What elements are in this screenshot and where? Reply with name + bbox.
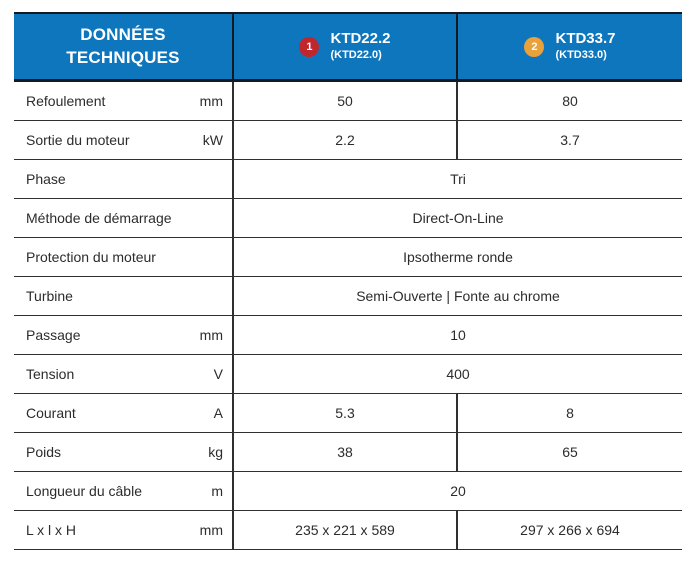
row-label-cell: Méthode de démarrage: [14, 199, 232, 237]
row-value-ktd22: 5.3: [232, 394, 456, 432]
row-unit: kg: [208, 444, 223, 460]
column-header-ktd22: 1 KTD22.2 (KTD22.0): [232, 14, 456, 79]
row-value-shared: Direct-On-Line: [232, 199, 682, 237]
row-label-cell: Longueur du câble m: [14, 472, 232, 510]
table-row-methode-demarrage: Méthode de démarrage Direct-On-Line: [14, 199, 682, 238]
row-label-cell: Turbine: [14, 277, 232, 315]
row-unit: mm: [199, 522, 223, 538]
table-header: DONNÉES TECHNIQUES 1 KTD22.2 (KTD22.0) 2…: [14, 12, 682, 82]
row-value-ktd22: 235 x 221 x 589: [232, 511, 456, 549]
row-value-shared: 400: [232, 355, 682, 393]
table-row-refoulement: Refoulement mm 50 80: [14, 82, 682, 121]
row-label: Refoulement: [26, 93, 106, 109]
badge-2-icon: 2: [524, 36, 545, 57]
row-label-cell: Courant A: [14, 394, 232, 432]
row-label-cell: Phase: [14, 160, 232, 198]
row-value-ktd33: 65: [456, 433, 682, 471]
row-value-shared: 20: [232, 472, 682, 510]
row-label: Phase: [26, 171, 66, 187]
row-label-cell: Refoulement mm: [14, 82, 232, 120]
row-label: Poids: [26, 444, 62, 460]
badge-1-icon: 1: [299, 36, 320, 57]
row-value-ktd22: 2.2: [232, 121, 456, 159]
row-value-shared: Ipsotherme ronde: [232, 238, 682, 276]
row-unit: V: [213, 366, 223, 382]
row-value-shared: 10: [232, 316, 682, 354]
row-label: Longueur du câble: [26, 483, 142, 499]
product-1-alt-name: (KTD22.0): [330, 49, 382, 62]
row-unit: A: [213, 405, 223, 421]
table-row-turbine: Turbine Semi-Ouverte | Fonte au chrome: [14, 277, 682, 316]
table-row-phase: Phase Tri: [14, 160, 682, 199]
table-title-line1: DONNÉES: [80, 25, 166, 45]
row-label-cell: L x l x H mm: [14, 511, 232, 549]
row-label: Courant: [26, 405, 76, 421]
product-1-name-block: KTD22.2 (KTD22.0): [330, 30, 390, 62]
row-label: Protection du moteur: [26, 249, 156, 265]
product-2-alt-name: (KTD33.0): [555, 49, 607, 62]
row-value-ktd33: 80: [456, 82, 682, 120]
row-label: Sortie du moteur: [26, 132, 130, 148]
row-label-cell: Passage mm: [14, 316, 232, 354]
table-row-tension: Tension V 400: [14, 355, 682, 394]
row-value-ktd22: 38: [232, 433, 456, 471]
row-unit: mm: [199, 327, 223, 343]
row-value-shared: Tri: [232, 160, 682, 198]
table-row-poids: Poids kg 38 65: [14, 433, 682, 472]
column-header-ktd33: 2 KTD33.7 (KTD33.0): [456, 14, 682, 79]
table-row-longueur-cable: Longueur du câble m 20: [14, 472, 682, 511]
row-unit: kW: [202, 132, 223, 148]
row-value-ktd33: 3.7: [456, 121, 682, 159]
table-row-dimensions: L x l x H mm 235 x 221 x 589 297 x 266 x…: [14, 511, 682, 550]
row-label: Passage: [26, 327, 81, 343]
table-row-protection-moteur: Protection du moteur Ipsotherme ronde: [14, 238, 682, 277]
row-label: Méthode de démarrage: [26, 210, 172, 226]
row-label-cell: Poids kg: [14, 433, 232, 471]
table-row-passage: Passage mm 10: [14, 316, 682, 355]
product-2-name: KTD33.7: [555, 30, 616, 48]
row-value-ktd33: 8: [456, 394, 682, 432]
row-label: Tension: [26, 366, 75, 382]
row-value-shared: Semi-Ouverte | Fonte au chrome: [232, 277, 682, 315]
row-label: L x l x H: [26, 522, 77, 538]
technical-data-table: DONNÉES TECHNIQUES 1 KTD22.2 (KTD22.0) 2…: [14, 12, 682, 550]
table-row-courant: Courant A 5.3 8: [14, 394, 682, 433]
row-label-cell: Sortie du moteur kW: [14, 121, 232, 159]
table-title: DONNÉES TECHNIQUES: [14, 14, 232, 79]
row-value-ktd22: 50: [232, 82, 456, 120]
row-label-cell: Tension V: [14, 355, 232, 393]
table-title-line2: TECHNIQUES: [66, 47, 180, 67]
row-unit: mm: [199, 93, 223, 109]
row-label-cell: Protection du moteur: [14, 238, 232, 276]
row-label: Turbine: [26, 288, 73, 304]
product-1-name: KTD22.2: [330, 30, 391, 48]
row-unit: m: [211, 483, 223, 499]
table-row-sortie-moteur: Sortie du moteur kW 2.2 3.7: [14, 121, 682, 160]
product-2-name-block: KTD33.7 (KTD33.0): [555, 30, 615, 62]
row-value-ktd33: 297 x 266 x 694: [456, 511, 682, 549]
